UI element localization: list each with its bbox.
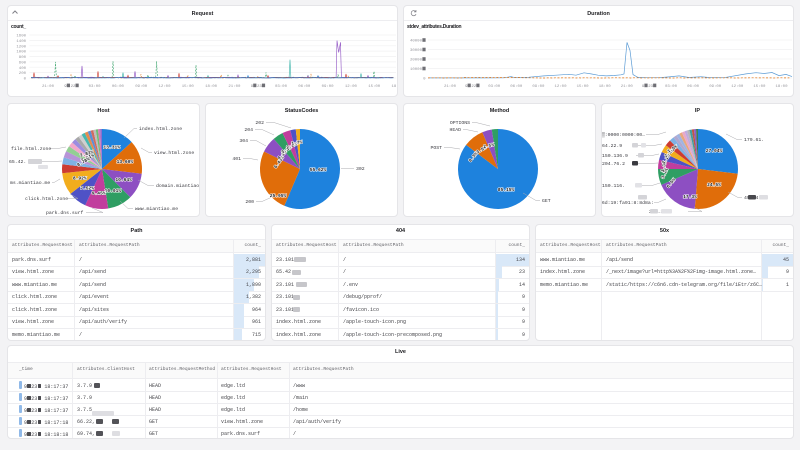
svg-text:12:00: 12:00 [158,85,171,89]
svg-text:2.5%: 2.5% [483,142,495,150]
svg-text:1200: 1200 [16,45,26,49]
svg-text:23: 23 [257,85,262,89]
svg-text:18:00: 18:00 [391,85,398,89]
svg-text:9: 9 [251,85,254,89]
svg-text:15:00: 15:00 [753,85,766,89]
svg-text:18:00: 18:00 [599,85,612,89]
svg-text:3.3%: 3.3% [280,145,293,156]
svg-text:HEAD: HEAD [449,127,461,133]
svg-text:POST: POST [430,145,442,151]
svg-text:03:00: 03:00 [488,85,501,89]
svg-text:09:00: 09:00 [135,85,148,89]
svg-text:09:00: 09:00 [709,85,722,89]
svg-text:18:00: 18:00 [775,85,788,89]
svg-text:302: 302 [356,166,365,172]
svg-text:20000: 20000 [410,59,423,63]
svg-text:1.7%: 1.7% [291,139,303,147]
svg-text:21:00: 21:00 [42,85,55,89]
svg-text:22: 22 [471,85,476,89]
svg-text:600: 600 [19,62,27,66]
svg-text:06:00: 06:00 [298,85,311,89]
svg-text:2.82%: 2.82% [79,149,94,158]
svg-text:▒▒:0000:0000:00…: ▒▒:0000:0000:00… [602,132,645,138]
svg-text:▒6d:19:fa91:8:8d8a:: ▒6d:19:fa91:8:8d8a: [602,200,654,206]
svg-text:150.116.: 150.116. [602,183,625,189]
svg-text:file.html.zone: file.html.zone [11,146,51,152]
svg-text:12:00: 12:00 [554,85,567,89]
svg-text:10.01%: 10.01% [105,188,122,194]
svg-text:22: 22 [71,85,76,89]
svg-text:200: 200 [19,72,27,76]
svg-text:150.136.9: 150.136.9 [602,153,628,159]
svg-text:254.214: 254.214 [649,209,669,215]
svg-text:179.61.: 179.61. [744,137,764,143]
svg-text:23: 23 [648,85,653,89]
svg-text:1000: 1000 [16,51,26,55]
svg-text:17.3%: 17.3% [683,194,697,200]
svg-text:25.95%: 25.95% [270,193,287,199]
svg-text:21:00: 21:00 [444,85,457,89]
svg-text:85.15%: 85.15% [498,187,515,193]
svg-text:click.html.zone: click.html.zone [25,196,68,202]
svg-text:204.76.2: 204.76.2 [602,161,625,167]
svg-text:18:00: 18:00 [205,85,218,89]
svg-text:GET: GET [542,198,551,204]
svg-text:9: 9 [642,85,645,89]
svg-text:03:00: 03:00 [665,85,678,89]
svg-text:13.31%: 13.31% [103,145,120,151]
svg-text:09:00: 09:00 [532,85,545,89]
svg-text:12:00: 12:00 [345,85,358,89]
svg-text:index.html.zone: index.html.zone [139,126,182,132]
svg-text:3.7%: 3.7% [660,167,670,180]
svg-text:10000: 10000 [410,68,423,72]
svg-text:06:00: 06:00 [687,85,700,89]
svg-text:06:00: 06:00 [112,85,125,89]
svg-text:200: 200 [245,199,254,205]
svg-text:30000: 30000 [410,49,423,53]
svg-text:40000: 40000 [410,40,423,44]
svg-text:204: 204 [244,127,253,133]
svg-text:64.22.9: 64.22.9 [602,143,622,149]
svg-text:15:00: 15:00 [368,85,381,89]
svg-text:24.5%: 24.5% [707,182,721,188]
svg-text:9: 9 [64,85,67,89]
svg-text:21:00: 21:00 [621,85,634,89]
svg-text:12:00: 12:00 [731,85,744,89]
svg-text:1.9%: 1.9% [666,144,679,155]
svg-text:27.04%: 27.04% [706,148,723,154]
svg-text:800: 800 [19,56,27,60]
svg-text:400: 400 [19,67,27,71]
svg-text:03:00: 03:00 [89,85,102,89]
svg-text:10.64%: 10.64% [115,177,132,183]
svg-text:03:00: 03:00 [275,85,288,89]
svg-text:8.92%: 8.92% [73,176,87,182]
svg-text:9: 9 [465,85,468,89]
svg-text:domain.miantiao: domain.miantiao [156,183,199,189]
svg-text:202: 202 [255,120,264,126]
svg-text:13.60%: 13.60% [117,159,134,165]
svg-text:65.42.: 65.42. [9,159,26,165]
svg-text:1600: 1600 [16,35,26,39]
svg-text:OPTIONS: OPTIONS [450,120,470,126]
svg-text:0: 0 [423,78,426,82]
svg-text:304: 304 [239,138,248,144]
svg-text:21:00: 21:00 [228,85,241,89]
svg-text:3.3%: 3.3% [660,160,669,172]
svg-text:2.2%: 2.2% [285,141,298,150]
svg-text:park.dns.surf: park.dns.surf [46,210,84,216]
svg-text:401: 401 [232,156,241,162]
svg-text:9.45%: 9.45% [92,190,106,196]
svg-text:7.52%: 7.52% [80,185,94,191]
svg-text:view.html.zone: view.html.zone [154,150,194,156]
svg-text:1400: 1400 [16,40,26,44]
svg-text:0: 0 [24,78,27,82]
svg-text:ms.miantiao.me: ms.miantiao.me [10,180,50,186]
svg-text:15:00: 15:00 [577,85,590,89]
svg-text:55.62%: 55.62% [310,167,327,173]
svg-text:06:00: 06:00 [510,85,523,89]
svg-text:09:00: 09:00 [322,85,335,89]
svg-text:www.miantiao.me: www.miantiao.me [135,206,178,212]
svg-text:15:00: 15:00 [182,85,195,89]
svg-text:3.9%: 3.9% [475,145,488,156]
